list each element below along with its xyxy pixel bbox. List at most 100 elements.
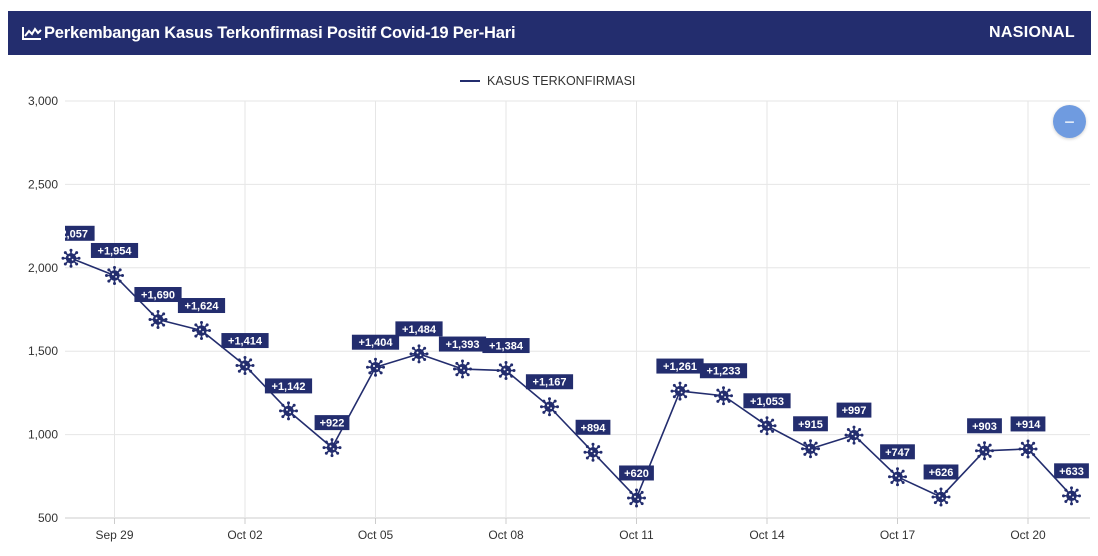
data-label: +922 [314, 415, 350, 431]
x-tick-label: Oct 20 [1010, 528, 1046, 542]
svg-text:+914: +914 [1016, 419, 1042, 431]
legend-label: KASUS TERKONFIRMASI [487, 74, 636, 88]
virus-icon[interactable] [61, 248, 81, 268]
svg-text:+747: +747 [885, 447, 910, 459]
svg-text:+2,057: +2,057 [54, 228, 88, 240]
header-title-group: Perkembangan Kasus Terkonfirmasi Positif… [22, 23, 516, 43]
data-label: +1,624 [177, 298, 226, 314]
data-label: +1,261 [656, 358, 704, 374]
virus-icon[interactable] [322, 438, 342, 458]
svg-text:+922: +922 [320, 418, 345, 430]
data-label: +2,057 [54, 225, 95, 241]
data-label: +1,414 [221, 333, 269, 349]
data-label: +914 [1010, 416, 1046, 432]
data-label: +620 [619, 465, 654, 481]
data-label: +633 [1054, 463, 1089, 479]
virus-icon[interactable] [192, 321, 211, 341]
minus-icon: − [1064, 111, 1075, 132]
axis-labels: 3,000 2,500 2,000 1,500 1,000 500 Sep 29 Oct 02… [28, 94, 1046, 542]
virus-icon[interactable] [1062, 486, 1081, 506]
data-label: +1,404 [351, 334, 400, 350]
data-label: +1,167 [525, 374, 574, 390]
x-tick-label: Oct 11 [619, 528, 654, 542]
svg-text:+997: +997 [842, 405, 867, 417]
virus-icon[interactable] [409, 344, 429, 364]
virus-icon[interactable] [801, 439, 820, 459]
svg-text:+1,384: +1,384 [489, 341, 524, 353]
svg-text:+1,167: +1,167 [533, 377, 567, 389]
virus-icon[interactable] [279, 401, 298, 421]
grid-lines [65, 100, 1090, 524]
y-tick-label: 1,500 [28, 344, 58, 358]
virus-icon[interactable] [540, 397, 559, 417]
svg-text:+626: +626 [929, 467, 954, 479]
virus-icon[interactable] [235, 356, 255, 376]
svg-text:+1,690: +1,690 [141, 290, 175, 302]
virus-icon[interactable] [888, 467, 907, 487]
scope-label: NASIONAL [989, 24, 1075, 41]
virus-icon[interactable] [975, 441, 994, 461]
x-tick-label: Sep 29 [95, 528, 133, 542]
collapse-button[interactable]: − [1053, 105, 1086, 138]
data-markers [61, 248, 1081, 508]
data-label: +1,142 [264, 378, 313, 394]
virus-icon[interactable] [366, 357, 385, 377]
svg-text:+1,053: +1,053 [750, 396, 784, 408]
line-chart-icon [22, 27, 42, 40]
svg-text:+1,233: +1,233 [707, 366, 741, 378]
virus-icon[interactable] [148, 310, 168, 330]
virus-icon[interactable] [714, 386, 733, 406]
virus-icon[interactable] [453, 359, 472, 379]
svg-text:+894: +894 [581, 422, 607, 434]
chart-legend[interactable]: KASUS TERKONFIRMASI [460, 74, 635, 88]
x-tick-label: Oct 08 [488, 528, 524, 542]
svg-text:+915: +915 [798, 419, 823, 431]
data-label: +894 [575, 419, 611, 435]
svg-text:+1,393: +1,393 [446, 339, 480, 351]
virus-icon[interactable] [583, 442, 603, 462]
svg-text:+1,954: +1,954 [98, 245, 133, 257]
data-label: +997 [836, 402, 872, 418]
x-tick-label: Oct 05 [358, 528, 394, 542]
data-label: +1,053 [743, 393, 791, 409]
y-tick-label: 500 [38, 511, 58, 525]
y-tick-label: 2,500 [28, 177, 58, 191]
y-tick-label: 3,000 [28, 94, 58, 108]
y-tick-label: 1,000 [28, 428, 58, 442]
data-label: +1,384 [482, 338, 530, 354]
svg-text:+1,484: +1,484 [402, 324, 437, 336]
virus-icon[interactable] [670, 381, 690, 401]
svg-text:+620: +620 [624, 468, 649, 480]
x-tick-label: Oct 17 [880, 528, 916, 542]
virus-icon[interactable] [757, 416, 777, 436]
svg-text:+1,142: +1,142 [272, 381, 306, 393]
series-line-path [70, 257, 1073, 499]
svg-text:+1,404: +1,404 [359, 337, 394, 349]
legend-swatch [460, 80, 480, 82]
virus-icon[interactable] [496, 361, 516, 381]
data-label: +1,393 [438, 336, 487, 352]
data-label: +747 [880, 444, 915, 460]
svg-text:+1,261: +1,261 [663, 361, 697, 373]
x-tick-label: Oct 02 [227, 528, 263, 542]
svg-text:+1,414: +1,414 [228, 336, 263, 348]
data-label: +626 [923, 464, 959, 480]
svg-text:+1,624: +1,624 [185, 301, 220, 313]
data-label: +1,233 [699, 363, 748, 379]
series-line [70, 257, 1073, 499]
virus-icon[interactable] [931, 487, 951, 507]
data-label: +1,954 [90, 242, 139, 258]
y-tick-label: 2,000 [28, 261, 58, 275]
data-labels: +2,057 +1,954 +1,690 +1,624 +1,414 +1,142 +922… [54, 225, 1089, 481]
virus-icon[interactable] [627, 488, 646, 508]
virus-icon[interactable] [1018, 439, 1038, 459]
data-label: +915 [793, 416, 828, 432]
data-label: +1,690 [134, 287, 182, 303]
x-tick-label: Oct 14 [749, 528, 785, 542]
virus-icon[interactable] [844, 425, 864, 445]
chart-header: Perkembangan Kasus Terkonfirmasi Positif… [8, 11, 1091, 55]
chart-title: Perkembangan Kasus Terkonfirmasi Positif… [44, 23, 516, 42]
svg-text:+633: +633 [1059, 466, 1084, 478]
virus-icon[interactable] [105, 265, 124, 285]
data-label: +1,484 [395, 321, 443, 337]
